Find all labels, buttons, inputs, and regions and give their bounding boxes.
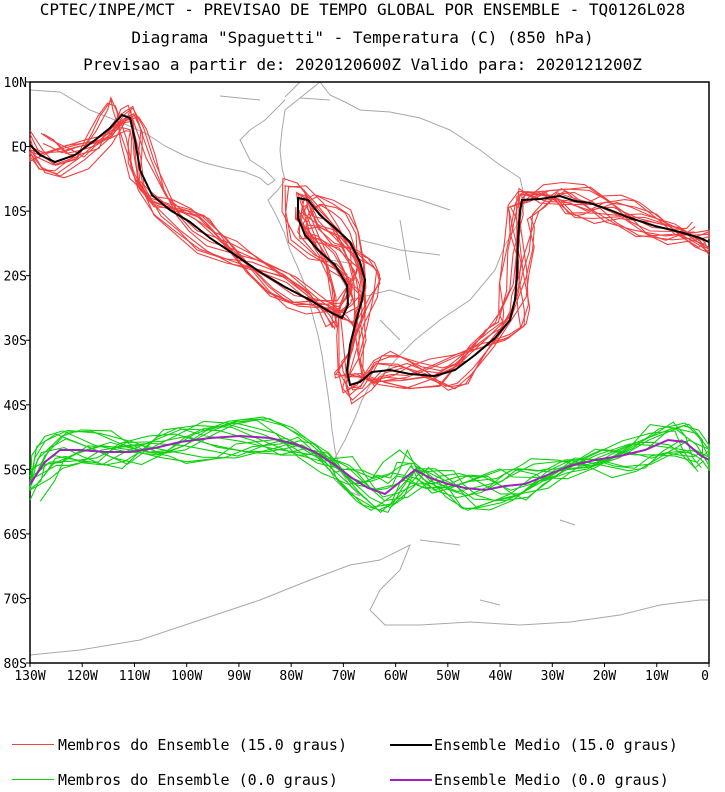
ensemble-spaghetti-map: 10N EQ 10S 20S 30S 40S 50S 60S 70S 80S 130W 120W 11… xyxy=(4,76,710,684)
warm-member-contour xyxy=(43,107,710,383)
lon-tick-label: 30W xyxy=(541,669,565,684)
south-america-coast xyxy=(267,81,526,497)
latitude-axis: 10N EQ 10S 20S 30S 40S 50S 60S 70S 80S xyxy=(4,76,30,672)
plot-frame xyxy=(29,81,710,664)
legend-swatch-cold-mean xyxy=(390,779,432,781)
longitude-axis: 130W 120W 110W 100W 90W 80W 70W 60W 50W 40W 30W 20W… xyxy=(14,663,710,684)
sub-antarctic-islands xyxy=(419,519,576,606)
lon-tick-label: 90W xyxy=(227,669,251,684)
cold-member-contour xyxy=(29,437,710,511)
lon-tick-label: 60W xyxy=(384,669,408,684)
cold-member-contour xyxy=(33,420,702,490)
cold-member-contours xyxy=(29,416,710,514)
legend-label-cold-members: Membros do Ensemble (0.0 graus) xyxy=(58,771,338,789)
lat-tick-label: 10N xyxy=(4,76,27,91)
warm-member-contour xyxy=(29,114,710,401)
lon-tick-label: 50W xyxy=(436,669,460,684)
lon-tick-label: 120W xyxy=(67,669,98,684)
caribbean-islands xyxy=(219,95,331,101)
lon-tick-label: 20W xyxy=(593,669,617,684)
cold-member-contour xyxy=(29,416,704,497)
lon-tick-label: 80W xyxy=(279,669,303,684)
lat-tick-label: 60S xyxy=(4,528,27,543)
antarctic-coast xyxy=(29,543,709,656)
lat-tick-label: 50S xyxy=(4,463,27,478)
lat-tick-label: 30S xyxy=(4,334,27,349)
lat-tick-label: 20S xyxy=(4,270,27,285)
lat-tick-label: 10S xyxy=(4,205,27,220)
lat-tick-label: 70S xyxy=(4,592,27,607)
legend-label-warm-members: Membros do Ensemble (15.0 graus) xyxy=(58,736,347,754)
cold-member-contour xyxy=(31,435,710,509)
warm-mean-contour xyxy=(29,113,710,387)
lat-tick-label: EQ xyxy=(11,141,27,156)
warm-member-contour xyxy=(42,116,710,381)
cold-mean-contour xyxy=(29,434,710,496)
legend-label-warm-mean: Ensemble Medio (15.0 graus) xyxy=(434,736,678,754)
warm-member-contour xyxy=(29,113,710,397)
legend-label-cold-mean: Ensemble Medio (0.0 graus) xyxy=(434,771,669,789)
lon-tick-label: 0 xyxy=(701,669,709,684)
lon-tick-label: 70W xyxy=(332,669,356,684)
lon-tick-label: 110W xyxy=(119,669,150,684)
cold-member-contour xyxy=(39,436,710,510)
cold-member-contour xyxy=(29,425,699,492)
lat-tick-label: 40S xyxy=(4,399,27,414)
lon-tick-label: 130W xyxy=(14,669,45,684)
legend-swatch-warm-mean xyxy=(390,744,432,746)
lon-tick-label: 100W xyxy=(171,669,202,684)
warm-member-contours xyxy=(29,96,710,405)
forecast-times: Previsao a partir de: 2020120600Z Valido… xyxy=(83,55,642,74)
warm-member-contour xyxy=(40,104,706,388)
chart-title: CPTEC/INPE/MCT - PREVISAO DE TEMPO GLOBA… xyxy=(39,0,686,19)
cold-member-contour xyxy=(29,427,710,501)
legend-swatch-cold-members xyxy=(12,779,54,780)
legend-swatch-warm-members xyxy=(12,744,54,745)
chart-subtitle: Diagrama "Spaguetti" - Temperatura (C) (… xyxy=(131,28,594,47)
country-borders xyxy=(329,179,451,341)
warm-member-contour xyxy=(29,113,710,393)
lon-tick-label: 40W xyxy=(488,669,512,684)
cold-member-contour xyxy=(29,440,697,512)
lon-tick-label: 10W xyxy=(645,669,669,684)
lat-tick-label: 80S xyxy=(4,657,27,672)
